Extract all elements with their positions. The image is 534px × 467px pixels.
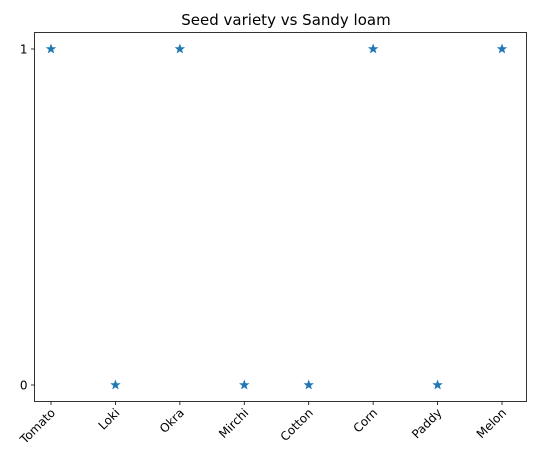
y-axis: 01 [20, 43, 35, 393]
x-tick-label: Loki [96, 406, 123, 433]
x-tick-label: Mirchi [216, 406, 251, 441]
x-tick-label: Okra [157, 406, 187, 436]
data-point-star [239, 379, 250, 390]
x-tick-label: Tomato [17, 406, 59, 448]
data-point-star [496, 43, 508, 54]
data-points [45, 43, 508, 390]
data-point-star [45, 43, 57, 54]
x-tick-label: Corn [351, 406, 381, 436]
data-point-star [110, 379, 121, 390]
plot-frame [34, 32, 527, 402]
x-tick-label: Cotton [278, 406, 316, 444]
data-point-star [367, 43, 379, 54]
y-tick-label: 1 [20, 43, 28, 57]
y-tick-label: 0 [20, 379, 28, 393]
data-point-star [174, 43, 186, 54]
chart-title: Seed variety vs Sandy loam [181, 11, 390, 29]
x-axis: Tomato Loki Okra Mirchi Cotton Corn Paddy Melon [17, 401, 509, 448]
x-tick-label: Melon [474, 406, 509, 441]
data-point-star [303, 379, 314, 390]
x-tick-label: Paddy [409, 406, 445, 442]
data-point-star [432, 379, 443, 390]
